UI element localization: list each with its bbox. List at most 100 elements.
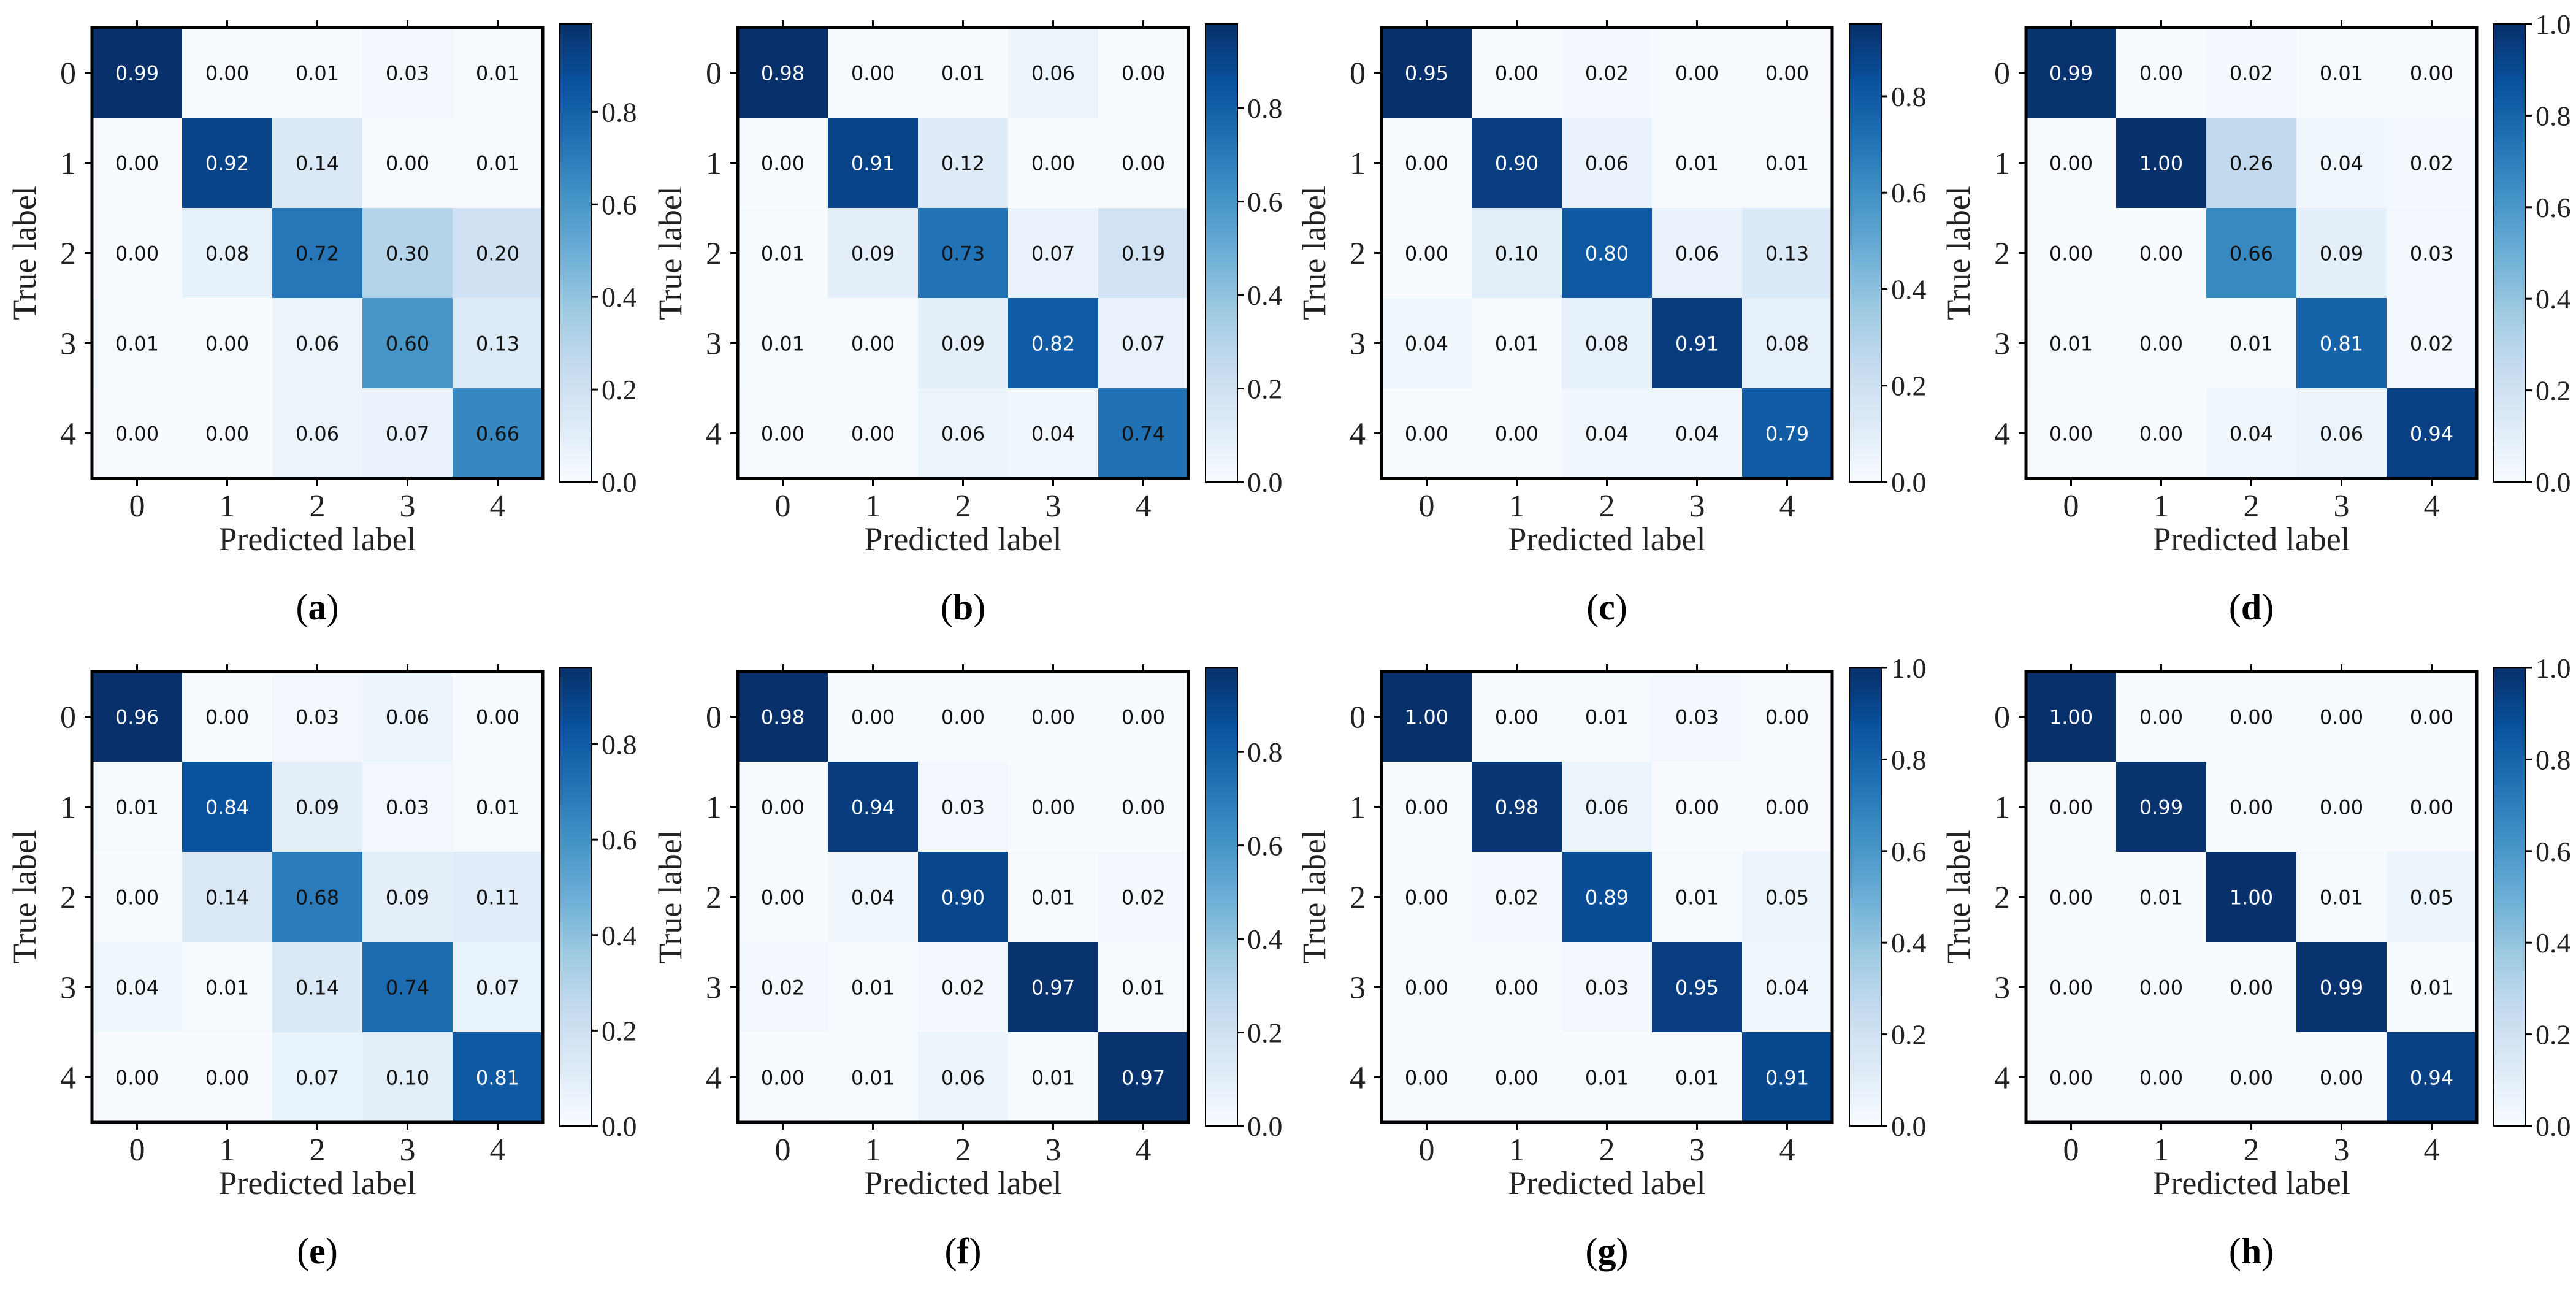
- cell-2-1: [182, 208, 272, 298]
- cell-value-4-2: 0.00: [2230, 1066, 2273, 1090]
- cell-0-4: [453, 28, 543, 118]
- colorbar-tick-label: 0.8: [2536, 100, 2571, 131]
- y-tick-label: 2: [1350, 881, 1366, 916]
- x-tick-label: 2: [310, 1133, 326, 1168]
- colorbar-tick-label: 0.0: [1247, 1111, 1283, 1142]
- cell-4-4: [453, 388, 543, 478]
- cell-value-2-4: 0.13: [1765, 242, 1809, 266]
- colorbar-tick-label: 0.0: [1247, 467, 1283, 498]
- cell-value-2-1: 0.00: [2139, 242, 2183, 266]
- colorbar: [1205, 667, 1238, 1127]
- cell-value-0-4: 0.00: [1765, 706, 1809, 729]
- cell-2-0: [92, 852, 182, 942]
- y-tick-label: 0: [1994, 56, 2010, 91]
- cell-value-0-1: 0.00: [1495, 62, 1538, 85]
- y-tick-label: 2: [1994, 881, 2010, 916]
- cell-value-2-4: 0.03: [2410, 242, 2453, 266]
- cell-value-4-4: 0.66: [476, 423, 519, 446]
- panel-caption: (h): [2229, 1231, 2274, 1271]
- cell-3-3: [1652, 942, 1742, 1032]
- cell-value-4-0: 0.00: [115, 1066, 159, 1090]
- cell-value-2-1: 0.14: [205, 886, 249, 909]
- colorbar-tick-label: 0.4: [602, 920, 637, 951]
- cell-value-1-2: 0.00: [2230, 796, 2273, 819]
- cell-value-4-4: 0.94: [2410, 423, 2453, 446]
- cell-value-2-4: 0.05: [1765, 886, 1809, 909]
- colorbar-tick-label: 0.4: [2536, 283, 2571, 315]
- cell-3-4: [1742, 298, 1832, 388]
- cell-0-3: [1652, 28, 1742, 118]
- x-axis-title: Predicted label: [218, 521, 416, 557]
- cell-1-1: [182, 762, 272, 852]
- cell-value-0-2: 0.03: [296, 706, 339, 729]
- cell-value-3-0: 0.01: [115, 332, 159, 356]
- x-tick-label: 0: [2063, 489, 2079, 524]
- cell-4-1: [2116, 1032, 2206, 1122]
- cell-value-0-2: 0.00: [941, 706, 985, 729]
- cell-value-1-0: 0.00: [1405, 796, 1448, 819]
- cell-1-0: [2026, 762, 2116, 852]
- cell-1-2: [272, 118, 362, 208]
- cell-4-1: [828, 388, 918, 478]
- cell-value-0-0: 1.00: [1405, 706, 1448, 729]
- cell-value-3-1: 0.01: [1495, 332, 1538, 356]
- cell-3-2: [2206, 298, 2296, 388]
- cell-4-1: [182, 1032, 272, 1122]
- cell-value-0-4: 0.00: [2410, 706, 2453, 729]
- cell-3-3: [2296, 298, 2387, 388]
- colorbar: [2493, 667, 2526, 1127]
- cell-1-0: [2026, 118, 2116, 208]
- cell-4-2: [1562, 388, 1652, 478]
- cell-value-1-0: 0.00: [761, 796, 805, 819]
- x-tick-label: 1: [865, 1133, 881, 1168]
- cell-0-4: [2387, 28, 2477, 118]
- cell-value-2-3: 0.01: [1675, 886, 1719, 909]
- cell-value-3-4: 0.07: [476, 976, 519, 1000]
- cell-2-1: [1472, 852, 1562, 942]
- cell-value-2-0: 0.01: [761, 242, 805, 266]
- cell-0-2: [1562, 672, 1652, 762]
- cell-4-4: [1742, 388, 1832, 478]
- cell-1-2: [2206, 118, 2296, 208]
- cell-4-3: [362, 1032, 453, 1122]
- x-axis-title: Predicted label: [864, 1165, 1061, 1201]
- colorbar-tick-label: 0.6: [602, 189, 637, 220]
- y-tick-label: 4: [1994, 1061, 2010, 1096]
- colorbar-tick-label: 0.4: [2536, 927, 2571, 959]
- y-axis-title: True label: [6, 830, 43, 963]
- x-tick-label: 3: [1689, 1133, 1705, 1168]
- cell-1-4: [1742, 762, 1832, 852]
- cell-2-3: [2296, 208, 2387, 298]
- x-axis-title: Predicted label: [218, 1165, 416, 1201]
- y-tick-label: 2: [706, 237, 722, 272]
- colorbar-tick-label: 0.2: [602, 1015, 637, 1046]
- cell-3-4: [1098, 942, 1188, 1032]
- cell-value-4-4: 0.94: [2410, 1066, 2453, 1090]
- cell-value-1-4: 0.00: [1765, 796, 1809, 819]
- colorbar-tick-label: 0.0: [602, 1111, 637, 1142]
- cell-value-1-1: 0.84: [205, 796, 249, 819]
- y-axis-title: True label: [6, 186, 43, 320]
- cell-value-3-2: 0.06: [296, 332, 339, 356]
- cell-4-4: [2387, 1032, 2477, 1122]
- cell-value-1-2: 0.14: [296, 152, 339, 175]
- cell-3-4: [2387, 942, 2477, 1032]
- y-axis-title: True label: [1940, 830, 1977, 963]
- cell-0-0: [92, 28, 182, 118]
- cell-value-2-3: 0.09: [2320, 242, 2363, 266]
- cell-0-1: [1472, 672, 1562, 762]
- cell-value-1-3: 0.00: [2320, 796, 2363, 819]
- colorbar-tick-label: 0.6: [1247, 830, 1283, 862]
- cell-value-2-0: 0.00: [115, 242, 159, 266]
- cell-value-4-2: 0.06: [941, 1066, 985, 1090]
- colorbar-tick-label: 1.0: [2536, 653, 2571, 684]
- cell-1-2: [272, 762, 362, 852]
- cell-3-2: [272, 298, 362, 388]
- y-tick-label: 1: [1994, 791, 2010, 825]
- cell-value-2-0: 0.00: [761, 886, 805, 909]
- cell-0-1: [182, 28, 272, 118]
- cell-value-0-4: 0.01: [476, 62, 519, 85]
- cell-2-0: [1382, 208, 1472, 298]
- cell-0-2: [272, 28, 362, 118]
